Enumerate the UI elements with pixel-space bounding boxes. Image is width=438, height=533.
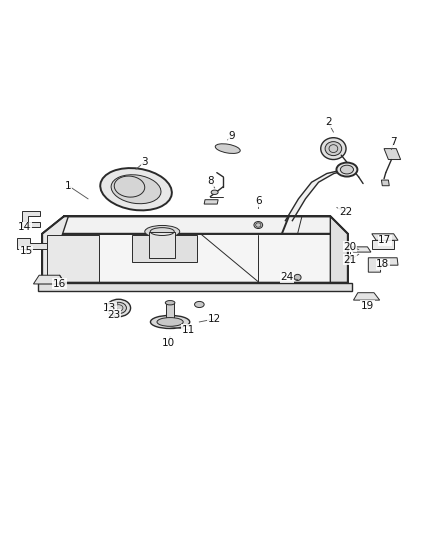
Polygon shape: [372, 240, 394, 249]
Polygon shape: [372, 234, 398, 240]
Text: 11: 11: [182, 325, 195, 335]
Polygon shape: [42, 216, 68, 282]
Polygon shape: [368, 258, 398, 272]
Text: 7: 7: [390, 137, 397, 147]
Polygon shape: [381, 180, 389, 185]
Ellipse shape: [111, 175, 161, 204]
Polygon shape: [42, 216, 348, 234]
Text: 10: 10: [162, 338, 175, 348]
Text: 6: 6: [255, 196, 261, 206]
Ellipse shape: [254, 222, 263, 229]
Polygon shape: [33, 275, 65, 284]
Ellipse shape: [157, 318, 183, 326]
Polygon shape: [38, 282, 352, 290]
Text: 8: 8: [207, 176, 214, 187]
Ellipse shape: [194, 302, 204, 308]
Polygon shape: [384, 149, 401, 159]
Ellipse shape: [215, 144, 240, 154]
Ellipse shape: [100, 168, 172, 211]
Polygon shape: [42, 234, 348, 282]
Text: 23: 23: [108, 310, 121, 319]
Text: 20: 20: [343, 242, 357, 252]
Ellipse shape: [111, 302, 127, 313]
Text: 12: 12: [208, 314, 221, 324]
Text: 3: 3: [141, 157, 148, 167]
Ellipse shape: [145, 225, 180, 238]
Polygon shape: [17, 238, 46, 249]
Ellipse shape: [106, 299, 131, 317]
Ellipse shape: [294, 274, 301, 280]
Text: 9: 9: [229, 131, 235, 141]
Ellipse shape: [325, 142, 342, 156]
Text: 21: 21: [343, 255, 357, 265]
Text: 14: 14: [18, 222, 32, 232]
Polygon shape: [46, 235, 99, 282]
Polygon shape: [330, 216, 348, 282]
Text: 19: 19: [361, 301, 374, 311]
Text: 15: 15: [19, 246, 33, 256]
Ellipse shape: [336, 163, 357, 176]
Ellipse shape: [321, 138, 346, 159]
Text: 16: 16: [53, 279, 66, 289]
Polygon shape: [350, 247, 371, 252]
Ellipse shape: [211, 190, 218, 195]
Ellipse shape: [340, 165, 353, 174]
Polygon shape: [21, 211, 40, 227]
Text: 2: 2: [325, 117, 332, 127]
Text: 18: 18: [376, 260, 389, 269]
Polygon shape: [286, 171, 347, 221]
Ellipse shape: [150, 316, 190, 328]
Text: 24: 24: [280, 272, 293, 282]
Text: 17: 17: [378, 235, 392, 245]
Text: 13: 13: [103, 303, 117, 313]
Polygon shape: [166, 303, 174, 322]
Text: 22: 22: [339, 207, 352, 217]
Ellipse shape: [165, 301, 175, 305]
Text: 1: 1: [65, 181, 72, 191]
Polygon shape: [149, 231, 175, 258]
Polygon shape: [132, 235, 197, 262]
Polygon shape: [204, 200, 218, 204]
Polygon shape: [353, 293, 380, 300]
